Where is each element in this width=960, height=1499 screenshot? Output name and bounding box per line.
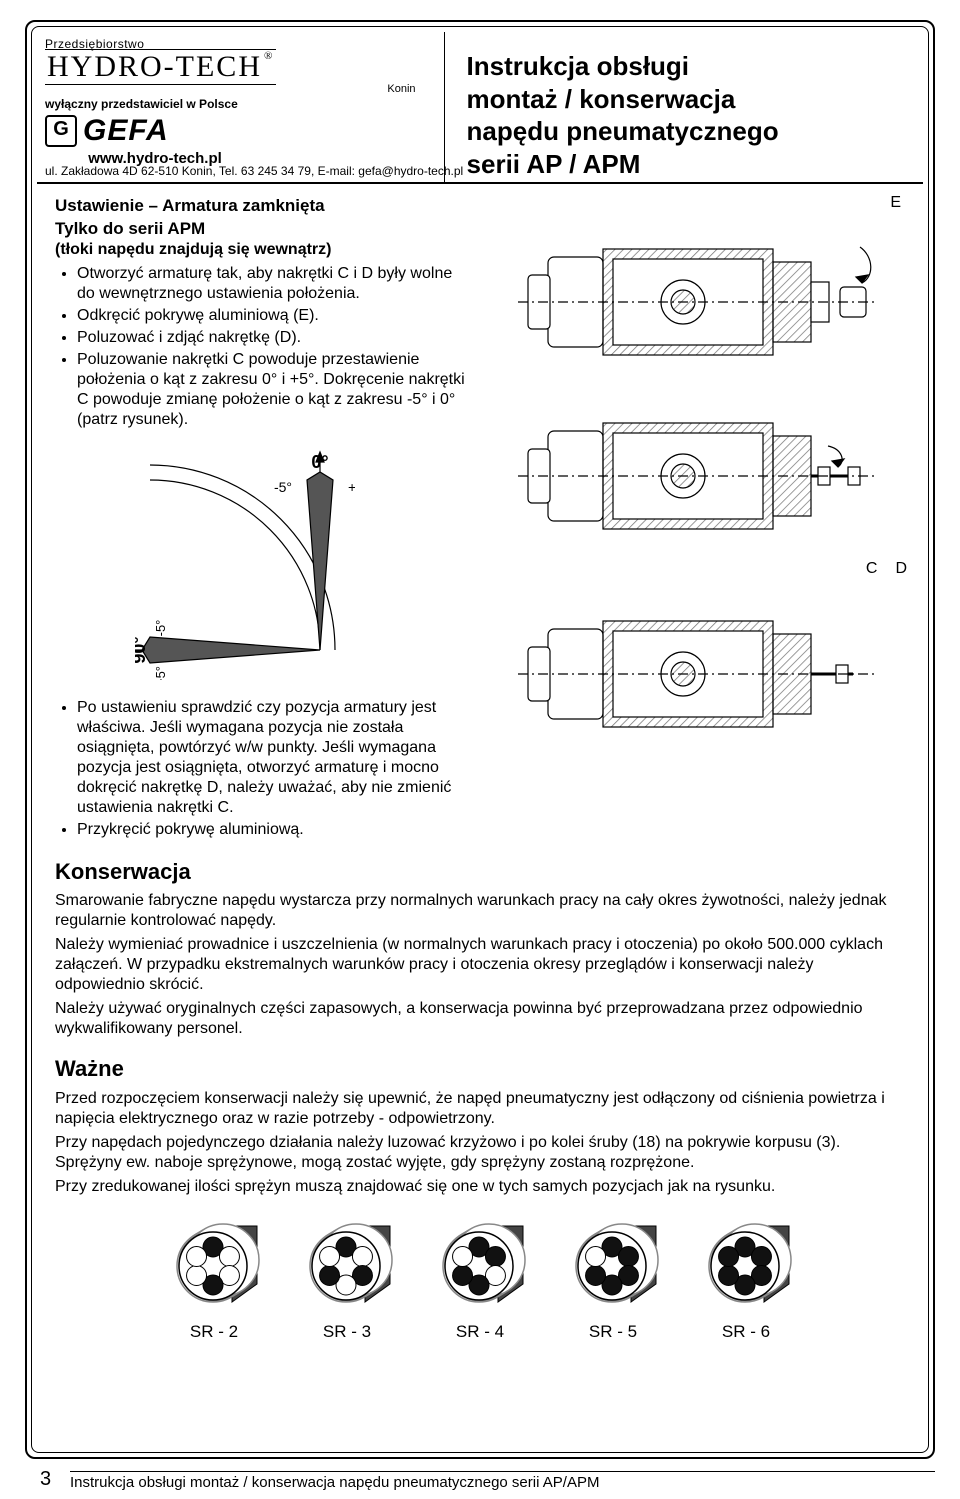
important-heading: Ważne xyxy=(55,1055,905,1083)
spring-label: SR - 6 xyxy=(699,1321,794,1342)
spring-item: SR - 3 xyxy=(300,1219,395,1342)
actuator-svg-1 xyxy=(518,227,878,377)
list-item: Poluzowanie nakrętki C powoduje przestaw… xyxy=(77,350,470,430)
section1-paren: (tłoki napędu znajdują się wewnątrz) xyxy=(55,240,470,260)
important-p2: Przy napędach pojedynczego działania nal… xyxy=(55,1133,905,1173)
svg-text:+5°: +5° xyxy=(348,479,355,495)
section1-list-top: Otworzyć armaturę tak, aby nakrętki C i … xyxy=(77,264,470,430)
gefa-word: GEFA xyxy=(83,114,169,148)
list-item: Otworzyć armaturę tak, aby nakrętki C i … xyxy=(77,264,470,304)
maint-p1: Smarowanie fabryczne napędu wystarcza pr… xyxy=(55,891,905,931)
svg-text:0°: 0° xyxy=(311,452,328,472)
header-left: Przedsiębiorstwo HYDRO-TECH® Konin wyłąc… xyxy=(37,32,445,182)
important-p3: Przy zredukowanej ilości sprężyn muszą z… xyxy=(55,1177,905,1197)
page-header: Przedsiębiorstwo HYDRO-TECH® Konin wyłąc… xyxy=(37,32,923,184)
label-e: E xyxy=(890,193,901,213)
spring-item: SR - 6 xyxy=(699,1219,794,1342)
actuator-svg-2 xyxy=(518,401,878,551)
section1-title: Ustawienie – Armatura zamknięta xyxy=(55,195,470,216)
list-item: Po ustawieniu sprawdzić czy pozycja arma… xyxy=(77,698,470,818)
spring-item: SR - 2 xyxy=(167,1219,262,1342)
spring-label: SR - 2 xyxy=(167,1321,262,1342)
list-item: Poluzować i zdjąć nakrętkę (D). xyxy=(77,328,470,348)
svg-text:+5°: +5° xyxy=(153,665,168,679)
spring-label: SR - 4 xyxy=(433,1321,528,1342)
actuator-drawings: E xyxy=(490,195,905,842)
label-c: C xyxy=(866,559,878,579)
list-item: Odkręcić pokrywę aluminiową (E). xyxy=(77,306,470,326)
doc-title: Instrukcja obsługi montaż / konserwacja … xyxy=(467,50,901,180)
footer-title: Instrukcja obsługi montaż / konserwacja … xyxy=(70,1471,935,1491)
g-mark-icon: G xyxy=(45,115,77,147)
spring-item: SR - 5 xyxy=(566,1219,661,1342)
page-body: Ustawienie – Armatura zamknięta Tylko do… xyxy=(55,195,905,1439)
distributor-line: wyłączny przedstawiciel w Polsce xyxy=(45,97,434,111)
maintenance-heading: Konserwacja xyxy=(55,858,905,886)
header-right: Instrukcja obsługi montaż / konserwacja … xyxy=(445,32,923,182)
company-address: ul. Zakładowa 4D 62-510 Konin, Tel. 63 2… xyxy=(45,164,463,178)
spring-config-row: SR - 2 SR - 3 SR - 4 SR - 5 SR - 6 xyxy=(55,1219,905,1342)
list-item: Przykręcić pokrywę aluminiową. xyxy=(77,820,470,840)
page-number: 3 xyxy=(40,1468,51,1491)
spring-label: SR - 3 xyxy=(300,1321,395,1342)
actuator-svg-3 xyxy=(518,599,878,749)
angle-diagram: 0° -5° +5° 90° -5° +5° xyxy=(135,450,355,680)
spring-item: SR - 4 xyxy=(433,1219,528,1342)
brand-hydrotech: HYDRO-TECH® xyxy=(45,49,276,85)
svg-text:-5°: -5° xyxy=(153,619,168,636)
maint-p3: Należy używać oryginalnych części zapaso… xyxy=(55,999,905,1039)
important-p1: Przed rozpoczęciem konserwacji należy si… xyxy=(55,1089,905,1129)
svg-text:90°: 90° xyxy=(135,636,149,663)
svg-text:-5°: -5° xyxy=(274,479,292,495)
section1-sub: Tylko do serii APM xyxy=(55,218,470,239)
label-d: D xyxy=(895,559,907,579)
spring-label: SR - 5 xyxy=(566,1321,661,1342)
gefa-logo: G GEFA xyxy=(45,114,434,148)
maint-p2: Należy wymieniać prowadnice i uszczelnie… xyxy=(55,935,905,995)
section1-list-bottom: Po ustawieniu sprawdzić czy pozycja arma… xyxy=(77,698,470,840)
